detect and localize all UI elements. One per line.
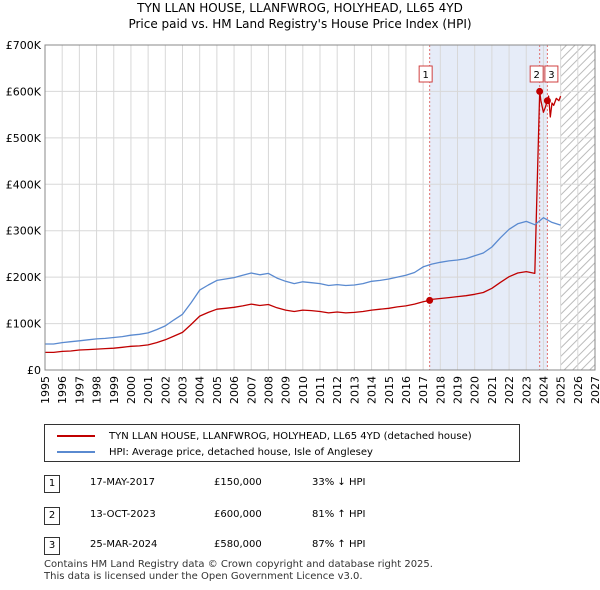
x-tick-label: 2003 [177, 376, 190, 404]
y-tick-label: £400K [6, 178, 42, 191]
x-tick-label: 1999 [108, 376, 121, 404]
y-tick-label: £100K [6, 318, 42, 331]
x-tick-label: 2006 [228, 376, 241, 404]
footer: Contains HM Land Registry data © Crown c… [44, 559, 433, 583]
transaction-row: 1 17-MAY-2017 £150,000 33% ↓ HPI [0, 475, 600, 497]
x-tick-label: 2012 [331, 376, 344, 404]
x-tick-label: 2020 [469, 376, 482, 404]
legend-item-hpi: HPI: Average price, detached house, Isle… [57, 445, 373, 459]
sale-period-shading [429, 45, 548, 370]
x-tick-label: 2005 [211, 376, 224, 404]
x-tick-label: 2023 [520, 376, 533, 404]
sale-point [426, 296, 434, 304]
transaction-price: £580,000 [214, 539, 262, 550]
y-tick-label: £700K [6, 39, 42, 52]
legend: TYN LLAN HOUSE, LLANFWROG, HOLYHEAD, LL6… [44, 424, 520, 462]
legend-label-hpi: HPI: Average price, detached house, Isle… [109, 446, 373, 458]
x-tick-label: 2011 [314, 376, 327, 404]
legend-swatch-property [57, 435, 95, 437]
series-line [45, 90, 562, 354]
x-tick-label: 2025 [555, 376, 568, 404]
x-tick-label: 2001 [142, 376, 155, 404]
annotation-label: 2 [533, 70, 539, 81]
transaction-number: 1 [44, 475, 60, 493]
annotation-box [418, 65, 433, 83]
footer-copyright: Contains HM Land Registry data © Crown c… [44, 559, 433, 570]
transaction-price: £150,000 [214, 477, 262, 488]
y-tick-label: £600K [6, 85, 42, 98]
x-tick-label: 2007 [245, 376, 258, 404]
x-tick-label: 2026 [572, 376, 585, 404]
x-tick-label: 2010 [297, 376, 310, 404]
x-tick-label: 2017 [417, 376, 430, 404]
transaction-hpi: 81% ↑ HPI [312, 509, 366, 520]
sale-point [543, 97, 551, 105]
annotation-box [544, 65, 559, 83]
annotation-label: 3 [548, 70, 554, 81]
legend-swatch-hpi [57, 451, 95, 453]
transaction-row: 2 13-OCT-2023 £600,000 81% ↑ HPI [0, 507, 600, 529]
x-tick-label: 2022 [503, 376, 516, 404]
x-tick-label: 2002 [159, 376, 172, 404]
x-tick-label: 2027 [589, 376, 600, 404]
series-line [45, 217, 561, 345]
x-tick-label: 2008 [262, 376, 275, 404]
x-tick-label: 2013 [348, 376, 361, 404]
transaction-row: 3 25-MAR-2024 £580,000 87% ↑ HPI [0, 537, 600, 559]
x-tick-label: 2021 [486, 376, 499, 404]
y-tick-label: £0 [27, 364, 41, 377]
transaction-hpi: 87% ↑ HPI [312, 539, 366, 550]
legend-item-property: TYN LLAN HOUSE, LLANFWROG, HOLYHEAD, LL6… [57, 429, 472, 443]
chart-title: TYN LLAN HOUSE, LLANFWROG, HOLYHEAD, LL6… [137, 1, 463, 15]
x-tick-label: 2016 [400, 376, 413, 404]
x-tick-label: 2004 [194, 376, 207, 404]
y-tick-label: £300K [6, 225, 42, 238]
transaction-hpi: 33% ↓ HPI [312, 477, 366, 488]
sale-point [536, 87, 544, 95]
transaction-price: £600,000 [214, 509, 262, 520]
y-tick-label: £200K [6, 271, 42, 284]
transaction-date: 13-OCT-2023 [90, 509, 156, 520]
x-tick-label: 2024 [537, 376, 550, 404]
x-tick-label: 2015 [383, 376, 396, 404]
annotation-label: 1 [422, 70, 428, 81]
y-tick-label: £500K [6, 132, 42, 145]
x-tick-label: 2018 [434, 376, 447, 404]
transaction-date: 17-MAY-2017 [90, 477, 156, 488]
transaction-date: 25-MAR-2024 [90, 539, 158, 550]
chart-subtitle: Price paid vs. HM Land Registry's House … [128, 17, 472, 31]
transaction-number: 2 [44, 507, 60, 525]
transaction-number: 3 [44, 537, 60, 555]
x-tick-label: 1997 [73, 376, 86, 404]
x-tick-label: 1996 [56, 376, 69, 404]
x-tick-label: 2014 [366, 376, 379, 404]
x-tick-label: 1998 [91, 376, 104, 404]
x-tick-label: 1995 [39, 376, 52, 404]
x-tick-label: 2009 [280, 376, 293, 404]
annotation-box [529, 65, 544, 83]
x-tick-label: 2019 [452, 376, 465, 404]
x-tick-label: 2000 [125, 376, 138, 404]
plot-frame [44, 44, 596, 371]
footer-licence: This data is licensed under the Open Gov… [44, 571, 363, 582]
legend-label-property: TYN LLAN HOUSE, LLANFWROG, HOLYHEAD, LL6… [109, 430, 472, 442]
price-chart: 1995 1996 1997 1998 1999 2000 2001 2002 2003 2004… [6, 39, 600, 404]
